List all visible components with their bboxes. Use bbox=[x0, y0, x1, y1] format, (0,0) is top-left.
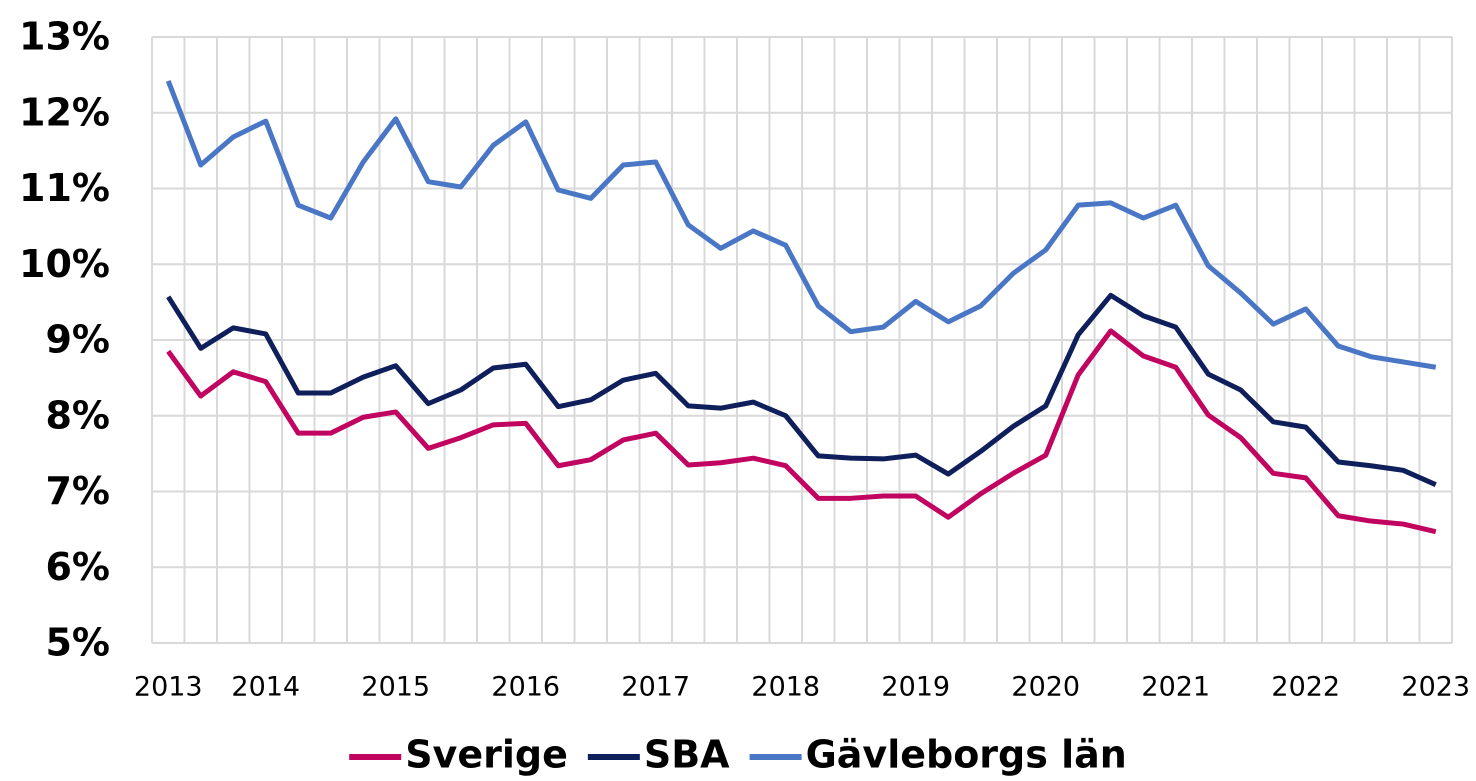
legend-label: Sverige bbox=[405, 733, 568, 777]
legend-label: SBA bbox=[644, 733, 730, 777]
y-tick-label: 11% bbox=[19, 166, 110, 210]
y-tick-label: 8% bbox=[45, 393, 110, 437]
series-line bbox=[166, 292, 1437, 487]
series-line bbox=[166, 328, 1437, 535]
y-tick-label: 10% bbox=[19, 242, 110, 286]
x-tick-label: 2015 bbox=[361, 672, 430, 703]
y-tick-label: 6% bbox=[45, 545, 110, 589]
x-tick-label: 2013 bbox=[134, 672, 203, 703]
x-tick-label: 2018 bbox=[751, 672, 820, 703]
y-tick-label: 7% bbox=[45, 469, 110, 513]
series-line bbox=[165, 80, 1437, 370]
y-tick-label: 9% bbox=[45, 318, 110, 362]
x-tick-label: 2016 bbox=[491, 672, 560, 703]
x-tick-label: 2020 bbox=[1011, 672, 1080, 703]
x-tick-label: 2017 bbox=[621, 672, 690, 703]
y-tick-label: 13% bbox=[19, 15, 110, 59]
x-tick-label: 2014 bbox=[231, 672, 300, 703]
y-tick-label: 5% bbox=[45, 621, 110, 665]
x-tick-label: 2021 bbox=[1141, 672, 1210, 703]
x-tick-label: 2022 bbox=[1271, 672, 1340, 703]
x-tick-label: 2019 bbox=[881, 672, 950, 703]
x-tick-label: 2023 bbox=[1401, 672, 1470, 703]
y-tick-label: 12% bbox=[19, 90, 110, 134]
legend-label: Gävleborgs län bbox=[806, 733, 1127, 777]
